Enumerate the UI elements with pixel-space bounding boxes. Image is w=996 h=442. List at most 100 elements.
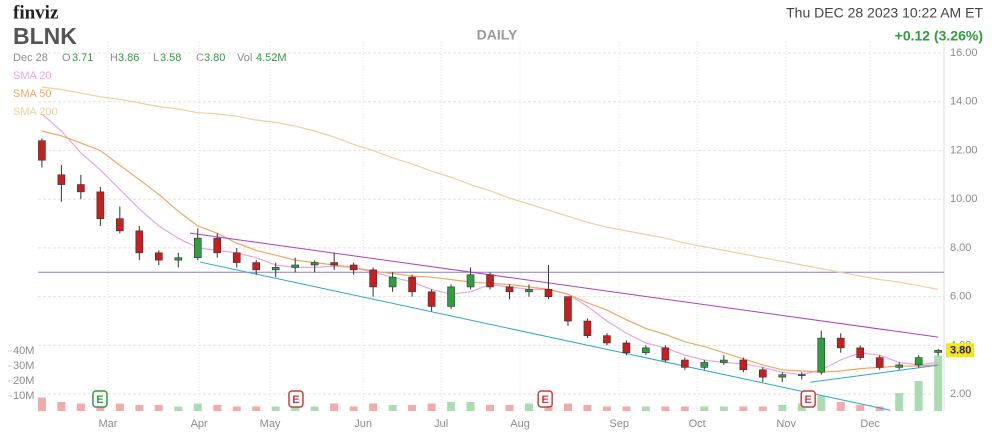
candle-body <box>817 337 826 373</box>
event-label: E <box>292 394 299 406</box>
volume-bar <box>563 403 572 411</box>
volume-bar <box>836 402 845 411</box>
datetime: Thu DEC 28 2023 10:22 AM ET <box>786 5 983 21</box>
candle-body <box>603 335 611 344</box>
volume-bar <box>135 405 144 411</box>
legend-value: 3.71 <box>72 52 93 64</box>
candle-body <box>681 359 689 368</box>
candle-body <box>427 291 436 307</box>
legend-label: L <box>153 52 159 64</box>
event-label: E <box>541 394 548 406</box>
candle-body <box>758 369 767 378</box>
volume-bar <box>193 403 202 411</box>
volume-bar <box>817 396 826 411</box>
candle-body <box>486 274 494 288</box>
candle-body <box>213 237 222 254</box>
legend-value: 4.52M <box>256 52 287 64</box>
candle-body <box>369 269 377 288</box>
volume-bar <box>797 403 806 411</box>
x-tick-label: Nov <box>776 418 796 430</box>
y-tick-label: 12.00 <box>950 144 978 156</box>
candle-body <box>934 349 942 353</box>
candle-body <box>797 374 806 376</box>
volume-bar <box>388 405 397 411</box>
candle-body <box>875 357 884 368</box>
candle-body <box>193 237 202 258</box>
volume-bar <box>291 405 300 411</box>
volume-bar <box>680 406 689 411</box>
trendline <box>189 232 939 338</box>
y-tick-label: 14.00 <box>950 96 978 108</box>
candle-body <box>739 359 748 371</box>
volume-bar <box>875 406 884 411</box>
volume-bar <box>76 403 85 411</box>
volume-bar <box>739 406 748 411</box>
volume-bar <box>661 406 670 411</box>
volume-bar <box>486 405 495 411</box>
volume-bar <box>369 403 378 411</box>
sma-line <box>41 130 939 373</box>
candle-body <box>778 374 787 378</box>
volume-bar <box>37 397 46 411</box>
price-tag <box>946 343 974 358</box>
change: +0.12 (3.26%) <box>895 28 983 44</box>
volume-bar <box>57 402 66 411</box>
candle-body <box>116 218 124 232</box>
volume-bar <box>213 405 222 411</box>
volume-bar <box>914 381 923 411</box>
candle-body <box>544 289 553 297</box>
volume-bar <box>154 405 163 411</box>
volume-bar <box>271 406 280 411</box>
trendline <box>810 364 939 383</box>
volume-bar <box>447 402 456 411</box>
x-tick-label: Apr <box>191 418 208 430</box>
volume-tick-label: 20M <box>13 375 34 387</box>
volume-bar <box>758 406 767 411</box>
volume-bar <box>466 402 475 411</box>
x-tick-label: Oct <box>689 418 706 430</box>
volume-bar <box>934 355 943 411</box>
volume-bar <box>856 405 865 411</box>
legend-entry: SMA 200 <box>13 106 58 118</box>
legend-value: 3.58 <box>160 52 181 64</box>
y-tick-label: 8.00 <box>950 242 971 254</box>
event-box <box>288 390 304 408</box>
trendline <box>200 261 891 411</box>
candle-body <box>583 320 592 336</box>
candle-body <box>642 347 650 354</box>
candle-body <box>720 359 728 363</box>
candle-body <box>291 264 299 268</box>
volume-bar <box>349 406 358 411</box>
candle-body <box>661 347 670 361</box>
volume-bar <box>310 406 319 411</box>
candle-body <box>564 296 572 322</box>
event-box <box>537 390 553 408</box>
volume-bar <box>602 406 611 411</box>
y-tick-label: 6.00 <box>950 291 971 303</box>
volume-bar <box>408 405 417 411</box>
legend-entry: SMA 20 <box>13 70 52 82</box>
candle-body <box>525 289 533 293</box>
candle-body <box>914 357 923 366</box>
candle-body <box>174 257 183 261</box>
legend-label: O <box>62 52 71 64</box>
candle-body <box>232 252 241 263</box>
candle-body <box>271 267 280 271</box>
logo[interactable]: finviz <box>13 2 59 23</box>
legend-label: Vol <box>237 52 252 64</box>
sma-line <box>41 86 939 290</box>
y-tick-label: 2.00 <box>950 388 971 400</box>
event-label: E <box>805 394 812 406</box>
volume-bar <box>641 406 650 411</box>
volume-bar <box>895 393 904 411</box>
candle-body <box>252 262 261 271</box>
volume-bar <box>115 403 124 411</box>
x-tick-label: Mar <box>98 418 117 430</box>
legend-label: C <box>196 52 204 64</box>
x-tick-label: Jun <box>354 418 372 430</box>
volume-bar <box>252 406 261 411</box>
volume-bar <box>700 406 709 411</box>
candle-body <box>330 262 338 266</box>
volume-bar <box>330 403 339 411</box>
ticker: BLNK <box>13 23 77 49</box>
